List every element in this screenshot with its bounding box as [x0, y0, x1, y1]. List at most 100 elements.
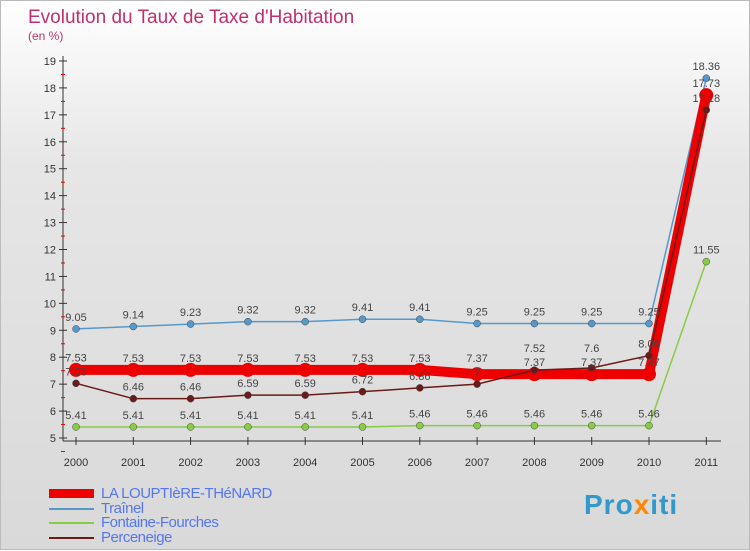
y-tick-label: 10	[44, 298, 56, 310]
data-point	[69, 362, 83, 377]
x-tick-label: 2007	[465, 457, 489, 469]
data-point	[298, 362, 313, 377]
data-point	[416, 315, 424, 323]
data-point	[186, 320, 195, 328]
data-label: 17.18	[693, 93, 721, 105]
data-point	[473, 380, 481, 388]
data-point	[240, 362, 255, 377]
data-point	[72, 325, 80, 333]
data-label: 7.53	[294, 353, 315, 365]
data-label: 9.41	[352, 302, 373, 314]
data-point	[301, 391, 309, 399]
data-label: 7	[474, 367, 480, 379]
y-tick-label: 5	[50, 433, 56, 445]
legend-item: LA LOUPTIèRE-THéNARD	[49, 485, 272, 502]
data-label: 9.32	[294, 305, 315, 317]
data-label: 8.06	[638, 339, 659, 351]
data-point	[645, 351, 653, 360]
data-label: 7.52	[524, 343, 545, 355]
data-label: 9.25	[466, 307, 487, 319]
data-point	[702, 257, 711, 266]
data-point	[642, 367, 656, 382]
y-tick-label: 12	[44, 244, 56, 256]
data-label: 11.55	[693, 245, 720, 257]
data-label: 17.73	[693, 78, 721, 90]
data-point	[358, 315, 367, 323]
series-line	[75, 109, 708, 400]
data-point	[412, 362, 427, 377]
y-tick-label: 19	[44, 56, 56, 68]
legend-swatch	[49, 489, 94, 498]
data-label: 7.53	[180, 353, 201, 365]
x-tick-label: 2009	[579, 457, 603, 469]
data-label: 6.46	[180, 382, 201, 394]
data-point	[244, 391, 252, 399]
legend-swatch	[49, 507, 94, 510]
data-label: 6.72	[352, 375, 373, 387]
data-point	[584, 367, 599, 382]
series-line	[75, 78, 708, 330]
y-tick-label: 13	[44, 218, 56, 230]
data-label: 6.59	[237, 378, 258, 390]
series-line	[76, 94, 712, 380]
data-point	[72, 423, 80, 431]
y-tick-label: 8	[50, 352, 56, 364]
data-point	[301, 423, 309, 431]
data-point	[129, 322, 138, 331]
y-tick-label: 15	[44, 164, 56, 176]
data-label: 9.25	[638, 307, 659, 319]
data-point	[530, 319, 539, 328]
data-label: 5.41	[180, 410, 201, 422]
data-label: 5.41	[352, 410, 373, 422]
data-label: 7.37	[524, 357, 545, 369]
data-label: 5.46	[524, 409, 545, 421]
legend-label: LA LOUPTIèRE-THéNARD	[101, 485, 272, 502]
data-label: 18.36	[693, 61, 721, 73]
data-label: 5.46	[581, 409, 602, 421]
x-tick-label: 2002	[178, 457, 202, 469]
y-tick-label: 7	[50, 379, 56, 391]
data-label: 7.37	[638, 357, 659, 369]
data-point	[587, 421, 596, 430]
y-tick-label: 16	[44, 137, 56, 149]
legend-swatch	[49, 536, 94, 539]
legend-item: Perceneige	[49, 529, 172, 546]
x-tick-label: 2006	[408, 457, 432, 469]
data-label: 6.59	[294, 378, 315, 390]
legend-item: Traînel	[49, 500, 144, 517]
data-label: 7.37	[581, 357, 602, 369]
data-point	[470, 367, 485, 382]
chart-subtitle: (en %)	[28, 29, 64, 43]
data-point	[645, 421, 653, 430]
chart-title: Evolution du Taux de Taxe d'Habitation	[28, 7, 355, 28]
data-label: 7.03	[65, 366, 86, 378]
data-label: 9.41	[409, 302, 430, 314]
data-label: 7.53	[237, 353, 258, 365]
data-point	[587, 364, 596, 372]
data-label: 7.53	[123, 353, 144, 365]
legend-swatch	[49, 522, 94, 524]
data-label: 9.05	[65, 312, 86, 324]
x-tick-label: 2003	[236, 457, 260, 469]
data-label: 5.41	[237, 410, 258, 422]
data-point	[699, 88, 714, 103]
data-point	[358, 387, 367, 396]
data-point	[645, 319, 653, 328]
data-point	[301, 317, 309, 326]
data-label: 5.41	[123, 410, 144, 422]
data-label: 9.23	[180, 307, 201, 319]
data-label: 5.41	[294, 410, 315, 422]
data-point	[358, 423, 367, 431]
data-point	[244, 317, 252, 326]
proxiti-logo: Proxiti	[584, 489, 679, 520]
data-label: 7.6	[584, 343, 599, 355]
legend-label: Fontaine-Fourches	[101, 514, 219, 531]
data-point	[473, 421, 481, 430]
data-label: 7.53	[352, 353, 373, 365]
data-point	[72, 379, 80, 388]
x-tick-label: 2004	[293, 457, 317, 469]
data-label: 7.53	[409, 353, 430, 365]
data-point	[473, 319, 481, 328]
data-label: 6.86	[409, 371, 430, 383]
